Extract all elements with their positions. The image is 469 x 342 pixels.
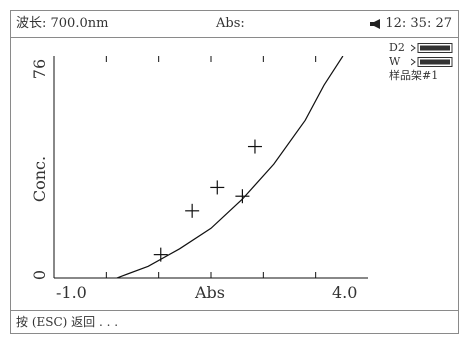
footer-hint: 按 (ESC) 返回 . . . — [11, 310, 458, 333]
lamp-d2-label: D2 — [389, 41, 405, 54]
data-point — [247, 139, 262, 154]
abs-readout: Abs: — [216, 16, 245, 31]
status-bar: 波长: 700.0nm Abs: 12: 35: 27 — [11, 11, 458, 38]
x-tick-label: 4.0 — [332, 283, 357, 302]
y-tick-label: 0 — [30, 270, 49, 280]
clock: 12: 35: 27 — [385, 16, 452, 31]
data-point — [210, 180, 225, 195]
wavelength-readout: 波长: 700.0nm — [16, 16, 109, 31]
data-point — [235, 189, 250, 204]
y-axis-label: Conc. — [30, 156, 49, 202]
fit-curve — [116, 56, 344, 278]
status-panel: D2 W 样品架#1 — [389, 41, 455, 83]
x-axis-label: Abs — [194, 283, 225, 302]
lamp-w-label: W — [389, 55, 401, 68]
data-point — [153, 247, 168, 262]
data-point — [185, 203, 200, 218]
main-window: 波长: 700.0nm Abs: 12: 35: 27 D2 W 样品架 — [10, 10, 459, 334]
sample-holder-label: 样品架#1 — [389, 69, 439, 82]
speaker-icon — [370, 19, 380, 29]
x-tick-label: -1.0 — [56, 283, 87, 302]
y-tick-label: 76 — [30, 59, 49, 79]
lamp-status-icon — [411, 43, 453, 53]
lamp-status-icon — [411, 57, 453, 67]
